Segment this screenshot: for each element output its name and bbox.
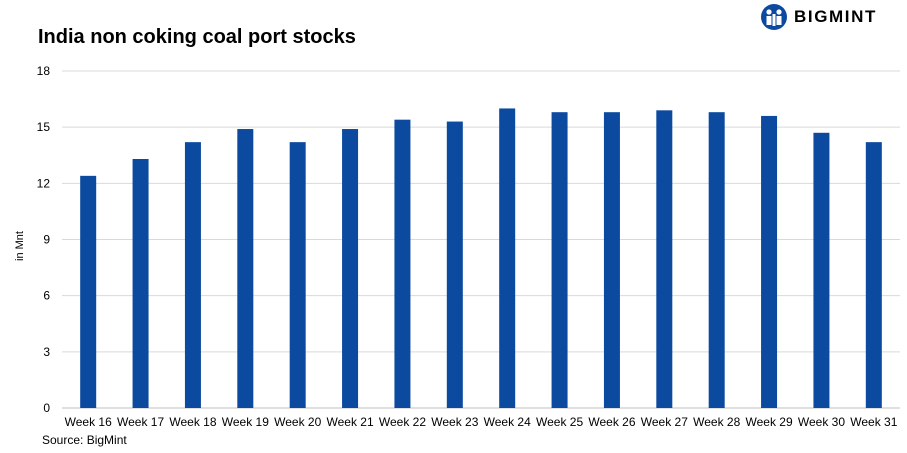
bar-week-20 (289, 142, 306, 408)
bar-week-17 (132, 158, 149, 408)
x-tick-label: Week 20 (274, 415, 321, 429)
x-tick-label: Week 30 (798, 415, 845, 429)
bar-week-28 (708, 112, 725, 408)
bar-week-31 (865, 142, 882, 408)
y-tick-label: 18 (37, 64, 51, 78)
bar-week-22 (394, 119, 411, 408)
bar-week-25 (551, 112, 568, 408)
x-tick-label: Week 18 (169, 415, 216, 429)
bar-week-27 (656, 110, 673, 409)
source-note: Source: BigMint (42, 433, 127, 447)
x-tick-label: Week 23 (431, 415, 478, 429)
x-tick-label: Week 28 (693, 415, 740, 429)
x-tick-label: Week 19 (222, 415, 269, 429)
x-tick-label: Week 27 (641, 415, 688, 429)
y-tick-label: 0 (43, 401, 50, 415)
bar-week-29 (761, 115, 778, 408)
y-tick-label: 6 (43, 289, 50, 303)
x-tick-label: Week 21 (326, 415, 373, 429)
x-tick-label: Week 26 (588, 415, 635, 429)
x-tick-label: Week 24 (484, 415, 531, 429)
x-tick-label: Week 22 (379, 415, 426, 429)
bigmint-logo: BIGMINT (760, 4, 900, 30)
y-tick-label: 3 (43, 345, 50, 359)
bar-week-21 (342, 129, 359, 409)
chart-title: India non coking coal port stocks (38, 26, 356, 48)
logo-text: BIGMINT (794, 7, 877, 26)
x-tick-label: Week 17 (117, 415, 164, 429)
x-tick-label: Week 25 (536, 415, 583, 429)
x-tick-label: Week 29 (745, 415, 792, 429)
x-tick-label: Week 31 (850, 415, 897, 429)
bar-week-19 (237, 129, 254, 409)
bar-week-23 (446, 121, 463, 409)
bar-week-26 (603, 112, 620, 408)
y-tick-label: 15 (37, 120, 51, 134)
bar-week-16 (80, 175, 97, 408)
bar-week-24 (499, 108, 516, 408)
bigmint-people-icon (761, 4, 787, 30)
y-tick-label: 12 (37, 176, 51, 190)
bar-week-30 (813, 132, 830, 409)
bar-week-18 (184, 142, 201, 408)
y-tick-label: 9 (43, 233, 50, 247)
x-tick-label: Week 16 (65, 415, 112, 429)
